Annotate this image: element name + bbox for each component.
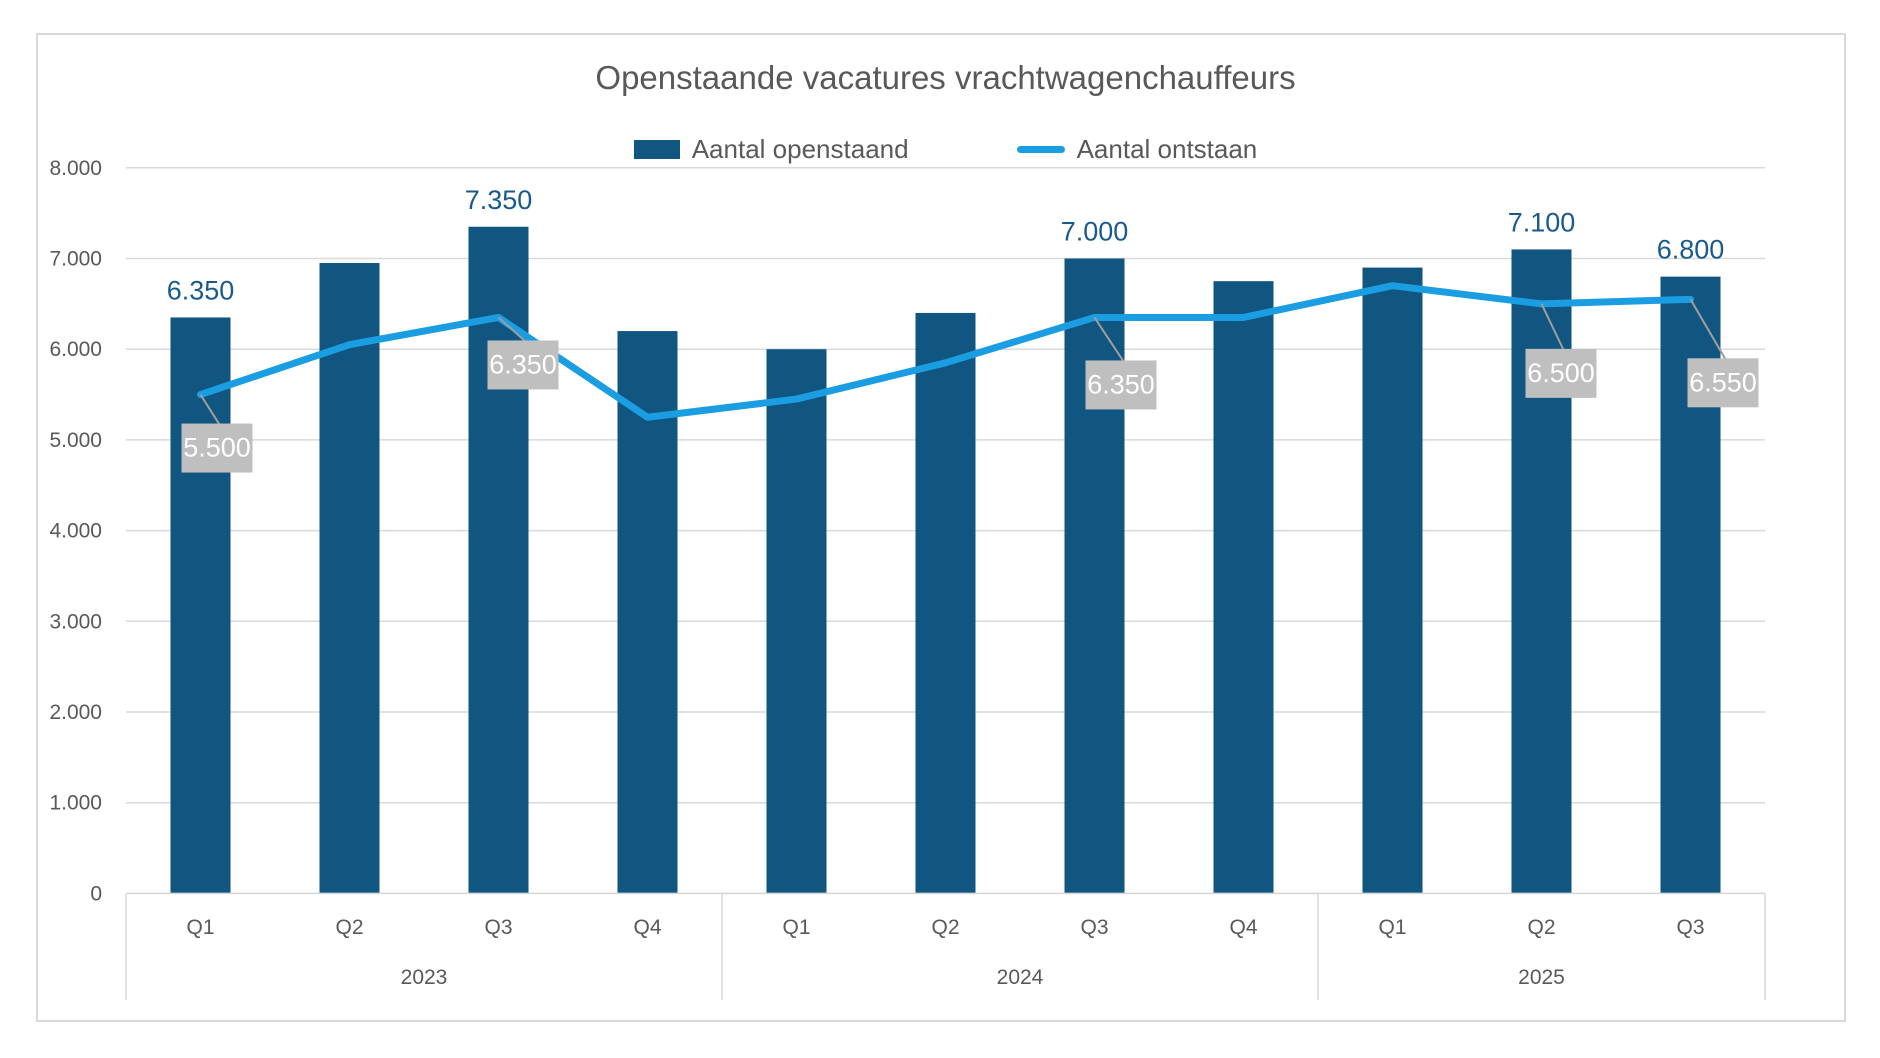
line-data-label: 6.350 — [1087, 369, 1155, 399]
line-data-label-box — [181, 423, 253, 473]
legend-bar-swatch-icon — [633, 139, 680, 159]
line-data-label-box — [1687, 358, 1759, 408]
line-data-label: 6.350 — [489, 349, 557, 379]
x-axis-quarter-label: Q3 — [1080, 916, 1108, 939]
x-axis-quarter-label: Q4 — [633, 916, 661, 939]
bar-value-label: 6.800 — [1657, 235, 1725, 265]
x-axis-quarter-label: Q1 — [782, 916, 810, 939]
chart-container: Openstaande vacatures vrachtwagenchauffe… — [36, 33, 1846, 1022]
x-axis-year-label: 2023 — [401, 966, 448, 989]
y-axis-tick-label: 4.000 — [49, 520, 102, 543]
x-axis-quarter-label: Q3 — [1676, 916, 1704, 939]
bar-q1 — [1362, 267, 1423, 894]
line-series — [197, 282, 1694, 421]
line-data-label-box — [1085, 360, 1157, 410]
y-axis-tick-label: 0 — [90, 882, 102, 905]
legend-label-openstaand: Aantal openstaand — [691, 133, 909, 164]
bar-value-label: 7.350 — [465, 185, 533, 215]
legend-item-ontstaan: Aantal ontstaan — [1016, 133, 1258, 165]
bar-q3 — [468, 226, 529, 894]
line-data-label-box — [487, 340, 559, 390]
x-axis-quarter-label: Q2 — [335, 916, 363, 939]
legend-line-swatch-icon — [1016, 145, 1065, 153]
line-data-label-box — [1525, 348, 1597, 398]
data-label-callout-line — [1540, 303, 1565, 351]
line-data-label: 5.500 — [183, 433, 251, 463]
chart-title: Openstaande vacatures vrachtwagenchauffe… — [595, 59, 1296, 96]
data-label-callout-line — [1689, 298, 1727, 360]
y-axis-tick-label: 7.000 — [49, 248, 102, 271]
bar-q3 — [1064, 258, 1125, 894]
legend: Aantal openstaand Aantal ontstaan — [126, 131, 1765, 167]
x-axis-quarter-label: Q4 — [1229, 916, 1257, 939]
plot-area: 0 1.000 2.000 3.000 4.000 5.000 6.000 7.000 8.00… — [49, 157, 1766, 1000]
x-axis-year-label: 2025 — [1518, 966, 1565, 989]
y-axis-tick-label: 1.000 — [49, 792, 102, 815]
legend-label-ontstaan: Aantal ontstaan — [1076, 133, 1258, 164]
line-data-label: 6.500 — [1527, 358, 1595, 388]
bar-value-label: 7.100 — [1508, 207, 1576, 237]
x-axis-quarter-label: Q3 — [484, 916, 512, 939]
bar-q2 — [319, 263, 380, 894]
data-label-callout-line — [497, 316, 527, 343]
y-axis-tick-label: 8.000 — [49, 157, 102, 180]
bar-q2 — [915, 312, 976, 894]
bar-q4 — [617, 331, 678, 894]
bar-value-label: 7.000 — [1061, 217, 1129, 247]
bar-q4 — [1213, 281, 1274, 894]
y-axis-tick-label: 5.000 — [49, 429, 102, 452]
x-axis-quarter-label: Q2 — [931, 916, 959, 939]
bar-value-label: 6.350 — [167, 275, 235, 305]
data-label-callout-line — [199, 394, 221, 426]
x-axis-quarter-label: Q1 — [1378, 916, 1406, 939]
bar-q1 — [170, 317, 231, 894]
legend-item-openstaand: Aantal openstaand — [633, 133, 909, 165]
x-axis-quarter-label: Q1 — [186, 916, 214, 939]
x-axis-quarter-label: Q2 — [1527, 916, 1555, 939]
y-axis-tick-label: 6.000 — [49, 338, 102, 361]
line-data-label: 6.550 — [1689, 367, 1757, 397]
y-axis-tick-label: 3.000 — [49, 610, 102, 633]
bar-q1 — [766, 349, 827, 894]
data-label-callout-line — [1093, 316, 1125, 363]
x-axis-year-label: 2024 — [997, 966, 1044, 989]
y-axis-tick-label: 2.000 — [49, 701, 102, 724]
